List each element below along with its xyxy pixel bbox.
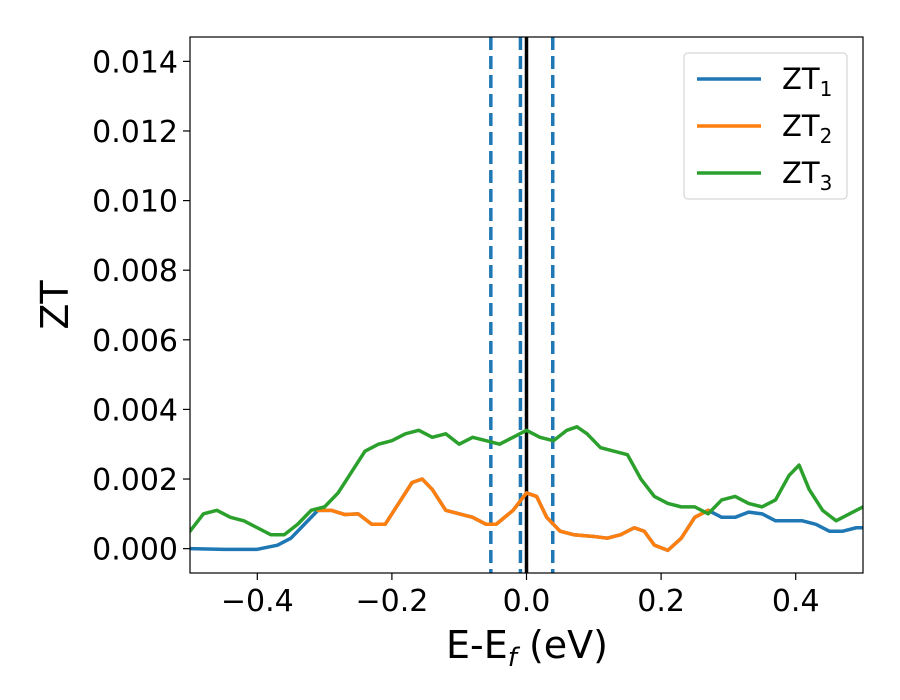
y-axis-ticks: 0.000 0.002 0.004 0.006 0.008 0.010 0.012 0.014 [92, 45, 190, 568]
y-tick-label: 0.004 [92, 393, 178, 428]
series-line-3 [190, 425, 863, 537]
legend: ZT1 ZT2 ZT3 [683, 52, 848, 200]
x-tick-label: −0.4 [221, 584, 294, 619]
x-tick-label: 0.0 [503, 584, 551, 619]
x-tick-label: −0.2 [355, 584, 428, 619]
y-tick-label: 0.000 [92, 533, 178, 568]
vertical-lines [489, 37, 555, 573]
y-tick-label: 0.014 [92, 45, 178, 80]
y-axis-label: ZT [33, 280, 77, 330]
y-tick-label: 0.002 [92, 463, 178, 498]
legend-label-2: ZT2 [782, 109, 832, 148]
x-axis-label: E-Ef (eV) [446, 623, 608, 673]
legend-box [683, 52, 848, 200]
series-layer [190, 425, 863, 553]
legend-label-1: ZT1 [782, 62, 832, 101]
series-line-2 [316, 477, 710, 553]
x-axis-ticks: −0.4 −0.2 0.0 0.2 0.4 [221, 573, 820, 619]
y-tick-label: 0.012 [92, 115, 178, 150]
y-tick-label: 0.008 [92, 254, 178, 289]
x-tick-label: 0.2 [637, 584, 685, 619]
legend-label-3: ZT3 [782, 156, 832, 195]
y-tick-label: 0.010 [92, 185, 178, 220]
x-axis-label-unit: (eV) [517, 623, 608, 667]
y-tick-label: 0.006 [92, 324, 178, 359]
x-tick-label: 0.4 [772, 584, 820, 619]
